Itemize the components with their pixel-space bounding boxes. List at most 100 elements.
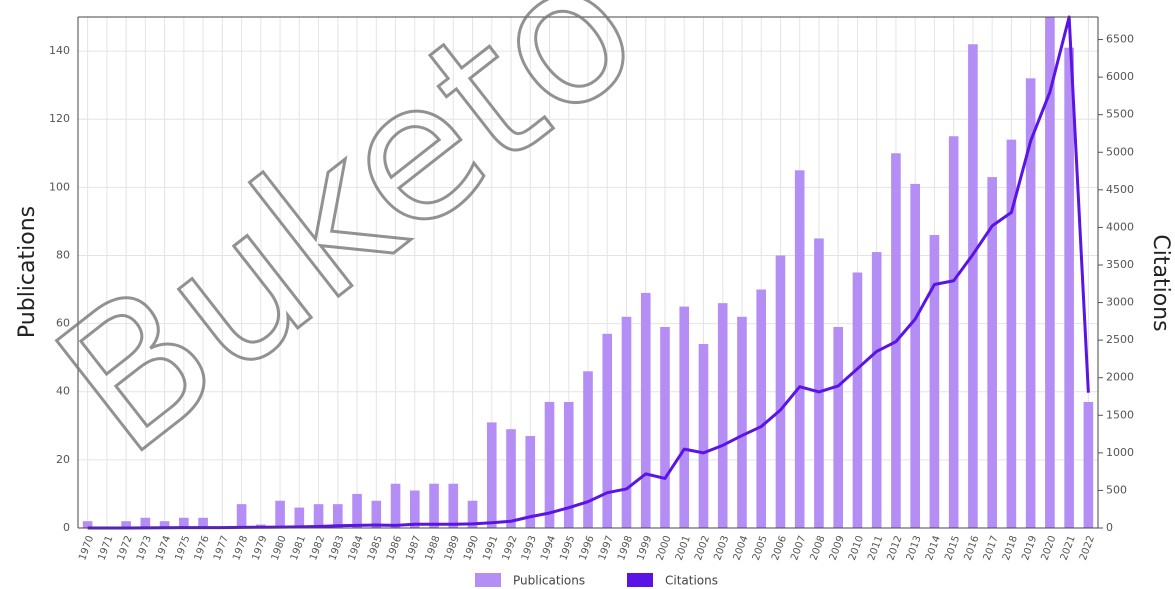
bar: [333, 504, 343, 528]
x-tick-label: 1978: [231, 534, 250, 562]
x-tick-label: 1971: [96, 534, 115, 562]
y2-tick-label: 2000: [1106, 371, 1134, 384]
y2-tick-label: 2500: [1106, 333, 1134, 346]
x-tick-label: 2006: [770, 534, 789, 562]
bar: [871, 252, 882, 528]
bar: [544, 401, 555, 528]
bar: [294, 507, 305, 528]
x-tick-label: 1993: [520, 534, 539, 562]
bar: [313, 504, 324, 528]
bar: [910, 183, 920, 528]
bar: [929, 235, 940, 528]
x-tick-label: 2008: [809, 534, 828, 562]
x-tick-label: 2015: [943, 534, 962, 562]
y2-tick-label: 6500: [1106, 33, 1134, 46]
bar: [448, 483, 459, 528]
x-tick-label: 1981: [289, 534, 308, 562]
x-tick-label: 2019: [1020, 534, 1039, 562]
x-tick-label: 1982: [308, 534, 327, 562]
bar: [486, 422, 497, 528]
y2-tick-label: 5500: [1106, 108, 1134, 121]
y-tick-label: 20: [56, 453, 70, 466]
x-tick-label: 2016: [963, 534, 982, 562]
x-tick-label: 1997: [597, 534, 616, 562]
bar: [82, 521, 93, 528]
bar: [756, 289, 767, 528]
x-tick-label: 2000: [655, 534, 674, 562]
x-tick-label: 2022: [1078, 534, 1097, 562]
bar: [179, 517, 189, 528]
y-tick-label: 120: [49, 112, 70, 125]
bar: [371, 500, 382, 528]
y2-tick-label: 1500: [1106, 408, 1134, 421]
x-tick-label: 2009: [828, 534, 847, 562]
bar: [833, 327, 843, 528]
legend-label: Publications: [513, 574, 585, 588]
bar: [1064, 47, 1074, 528]
y-tick-label: 40: [56, 385, 70, 398]
watermark: Buketo: [19, 0, 676, 497]
x-tick-label: 1990: [462, 534, 481, 562]
x-tick-label: 1992: [501, 534, 520, 562]
bar: [602, 333, 613, 528]
bar: [198, 517, 208, 528]
bar: [429, 483, 439, 528]
y-tick-label: 60: [56, 317, 70, 330]
x-tick-label: 2011: [866, 534, 885, 562]
x-tick-label: 1975: [173, 534, 192, 562]
x-tick-label: 1998: [616, 534, 635, 562]
x-tick-label: 2010: [847, 534, 866, 562]
x-tick-label: 1989: [443, 534, 462, 562]
bar: [737, 316, 747, 528]
x-tick-label: 2012: [886, 534, 905, 562]
bar: [583, 371, 593, 528]
x-tick-label: 1985: [366, 534, 385, 562]
bar: [409, 490, 420, 528]
x-tick-label: 1983: [327, 534, 346, 562]
bar: [352, 493, 362, 528]
bar: [390, 483, 401, 528]
bar: [506, 429, 516, 528]
x-tick-label: 1996: [578, 534, 597, 562]
x-tick-label: 1994: [539, 534, 558, 562]
bar: [140, 517, 151, 528]
bar: [968, 44, 978, 529]
y2-axis-title: Citations: [1148, 234, 1173, 331]
x-tick-label: 2005: [751, 534, 770, 562]
x-tick-label: 2003: [712, 534, 731, 562]
bar: [236, 504, 247, 528]
x-tick-label: 2014: [924, 534, 943, 562]
y2-tick-label: 5000: [1106, 145, 1134, 158]
bar: [814, 238, 824, 528]
y-axis-title: Publications: [15, 206, 40, 338]
bar: [121, 521, 131, 528]
x-tick-label: 1973: [135, 534, 154, 562]
x-tick-label: 1999: [635, 534, 654, 562]
bar: [1006, 139, 1017, 528]
x-tick-label: 1991: [481, 534, 500, 562]
x-tick-label: 2021: [1059, 534, 1078, 562]
y2-tick-label: 4000: [1106, 220, 1134, 233]
bar: [640, 292, 651, 528]
legend-swatch: [627, 573, 653, 587]
bar: [467, 500, 478, 528]
bar: [948, 136, 959, 528]
x-tick-label: 2018: [1001, 534, 1020, 562]
bar: [563, 401, 574, 528]
bar: [159, 521, 170, 528]
y2-tick-label: 0: [1106, 521, 1113, 534]
bar: [1083, 401, 1094, 528]
bar: [1045, 17, 1055, 528]
y2-tick-label: 3000: [1106, 296, 1134, 309]
y-tick-label: 100: [49, 180, 70, 193]
y-tick-label: 0: [63, 521, 70, 534]
bar: [621, 316, 632, 528]
x-tick-label: 1976: [193, 534, 212, 562]
x-tick-label: 1988: [424, 534, 443, 562]
bar: [525, 436, 536, 528]
citations-line: [87, 15, 1090, 530]
legend-swatch: [475, 573, 501, 587]
x-tick-label: 1979: [250, 534, 269, 562]
bar: [794, 170, 805, 529]
